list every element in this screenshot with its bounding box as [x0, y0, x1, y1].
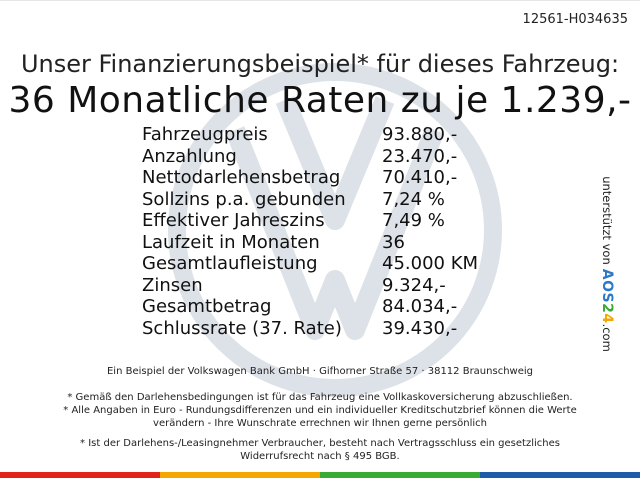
headline-rate: 36 Monatliche Raten zu je 1.239,- [8, 80, 632, 121]
consumer-footnote-line2: Widerrufsrecht nach § 495 BGB. [240, 451, 400, 462]
supported-by-text: unterstützt von [600, 176, 614, 265]
reference-number: 12561-H034635 [522, 12, 628, 27]
band-blue [480, 472, 640, 478]
financing-table: Fahrzeugpreis 93.880,- Anzahlung 23.470,… [142, 124, 492, 339]
row-label: Anzahlung [142, 145, 237, 167]
financing-row: Gesamtlaufleistung 45.000 KM [142, 253, 492, 275]
financing-row: Nettodarlehensbetrag 70.410,- [142, 167, 492, 189]
financing-row: Gesamtbetrag 84.034,- [142, 296, 492, 318]
top-border [0, 0, 640, 1]
row-value: 39.430,- [382, 317, 458, 339]
consumer-footnote: * Ist der Darlehens-/Leasingnehmer Verbr… [0, 437, 640, 463]
row-value: 9.324,- [382, 274, 446, 296]
amounts-footnote: * Alle Angaben in Euro - Rundungsdiffere… [0, 404, 640, 430]
row-label: Gesamtbetrag [142, 296, 272, 317]
financing-row: Schlussrate (37. Rate) 39.430,- [142, 318, 492, 340]
row-label: Effektiver Jahreszins [142, 210, 325, 231]
amounts-footnote-line1: * Alle Angaben in Euro - Rundungsdiffere… [63, 405, 577, 416]
row-label: Schlussrate (37. Rate) [142, 317, 342, 339]
vw-logo-watermark [168, 63, 502, 397]
amounts-footnote-line2: verändern - Ihre Wunschrate errechnen wi… [153, 418, 487, 429]
financing-row: Fahrzeugpreis 93.880,- [142, 124, 492, 146]
bank-footnote: Ein Beispiel der Volkswagen Bank GmbH · … [106, 366, 533, 377]
row-label: Fahrzeugpreis [142, 124, 268, 145]
financing-row: Sollzins p.a. gebunden 7,24 % [142, 189, 492, 211]
financing-row: Laufzeit in Monaten 36 [142, 232, 492, 254]
row-value: 23.470,- [382, 145, 458, 167]
row-value: 93.880,- [382, 124, 458, 145]
consumer-footnote-line1: * Ist der Darlehens-/Leasingnehmer Verbr… [80, 438, 560, 449]
headline-intro: Unser Finanzierungsbeispiel* für dieses … [20, 50, 620, 78]
row-label: Sollzins p.a. gebunden [142, 188, 346, 210]
row-label: Zinsen [142, 274, 203, 296]
domain-suffix: .com [600, 323, 614, 352]
row-label: Nettodarlehensbetrag [142, 167, 341, 188]
band-red [0, 472, 160, 478]
row-value: 7,49 % [382, 210, 445, 231]
row-label: Gesamtlaufleistung [142, 253, 318, 274]
supported-by-badge: unterstützt von AOS24 .com [596, 176, 618, 352]
financing-row: Anzahlung 23.470,- [142, 146, 492, 168]
row-value: 84.034,- [382, 296, 458, 317]
row-value: 70.410,- [382, 167, 458, 188]
row-value: 7,24 % [382, 188, 445, 210]
color-band [0, 472, 640, 478]
row-value: 36 [382, 231, 405, 253]
band-orange [160, 472, 320, 478]
financing-row: Effektiver Jahreszins 7,49 % [142, 210, 492, 232]
row-label: Laufzeit in Monaten [142, 231, 320, 253]
aos24-logo: AOS24 [599, 268, 615, 324]
band-green [320, 472, 480, 478]
financing-row: Zinsen 9.324,- [142, 275, 492, 297]
insurance-footnote: * Gemäß den Darlehensbedingungen ist für… [67, 392, 573, 403]
row-value: 45.000 KM [382, 253, 479, 274]
